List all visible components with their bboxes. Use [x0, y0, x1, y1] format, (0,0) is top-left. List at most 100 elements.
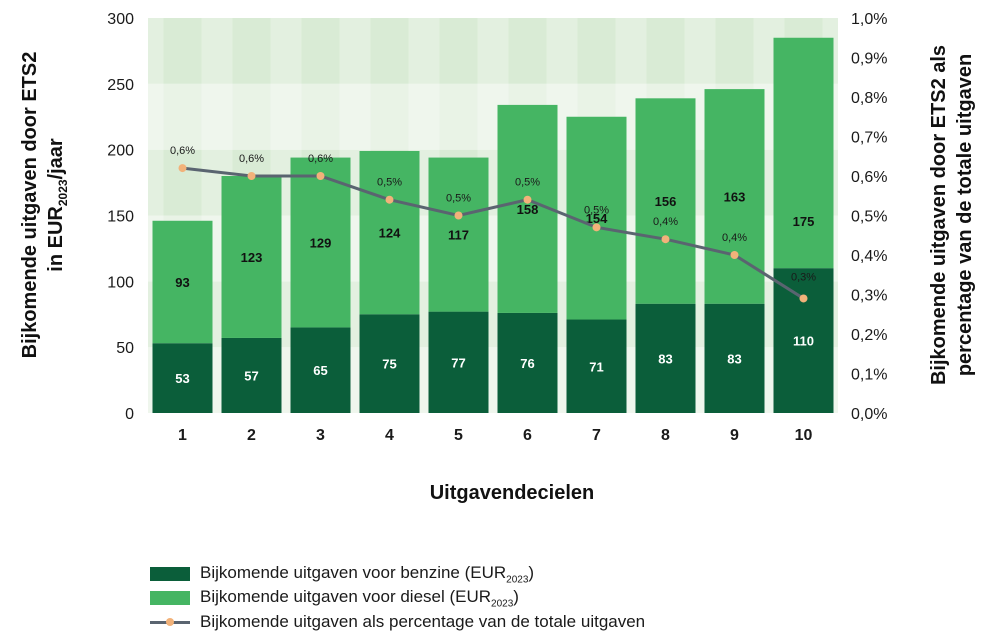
bar-benzine [566, 319, 627, 413]
x-axis-tick-label: 9 [730, 427, 739, 444]
bar-diesel [152, 220, 213, 344]
data-label-benzine: 57 [244, 368, 258, 383]
right-axis-title-line2: percentage van de totale uitgaven [954, 54, 976, 376]
percentage-label: 0,6% [170, 145, 195, 157]
data-label-diesel: 163 [724, 189, 746, 204]
x-axis-tick-label: 6 [523, 427, 532, 444]
percentage-label: 0,5% [515, 177, 540, 189]
legend: Bijkomende uitgaven voor benzine (EUR202… [150, 562, 645, 634]
data-label-benzine: 83 [658, 351, 672, 366]
bar-benzine [773, 268, 834, 413]
legend-item-diesel: Bijkomende uitgaven voor diesel (EUR2023… [150, 586, 645, 610]
legend-swatch-benzine [150, 567, 190, 581]
data-label-benzine: 76 [520, 356, 534, 371]
legend-swatch-percentage [150, 615, 190, 629]
legend-item-percentage: Bijkomende uitgaven als percentage van d… [150, 610, 645, 634]
percentage-label: 0,5% [584, 204, 609, 216]
percentage-label: 0,3% [791, 271, 816, 283]
right-axis-tick-label: 0,3% [851, 288, 887, 305]
percentage-marker [523, 195, 532, 204]
x-axis-title: Uitgavendecielen [430, 482, 595, 504]
x-axis-tick-label: 8 [661, 427, 670, 444]
bar-benzine [635, 303, 696, 413]
left-axis-tick-label: 50 [116, 340, 134, 357]
bar-benzine [290, 327, 351, 413]
right-axis-ticks: 0,0% 0,1% 0,2% 0,3% 0,4% 0,5% 0,6% 0,7% 0,8% 0,9%… [851, 11, 887, 423]
percentage-line-path [182, 166, 805, 300]
bar-diesel [635, 98, 696, 304]
data-label-benzine: 110 [793, 334, 814, 349]
data-label-benzine: 83 [727, 351, 741, 366]
bar-diesel [428, 157, 489, 312]
percentage-label: 0,5% [377, 177, 402, 189]
right-axis-title-line1: Bijkomende uitgaven door ETS2 als [928, 45, 950, 385]
data-label-diesel: 123 [241, 250, 263, 265]
right-axis-tick-label: 0,0% [851, 406, 887, 423]
right-axis-tick-label: 0,8% [851, 90, 887, 107]
legend-label-diesel: Bijkomende uitgaven voor diesel (EUR2023… [200, 586, 519, 610]
x-axis-tick-label: 5 [454, 427, 463, 444]
right-axis-tick-label: 1,0% [851, 11, 887, 28]
data-label-benzine: 71 [589, 359, 603, 374]
percentage-marker [316, 172, 325, 180]
legend-item-benzine: Bijkomende uitgaven voor benzine (EUR202… [150, 562, 645, 586]
x-axis-tick-label: 2 [247, 427, 256, 444]
bar-benzine [497, 312, 558, 413]
data-label-diesel: 129 [310, 235, 332, 250]
percentage-marker [178, 164, 187, 173]
bar-diesel [773, 37, 834, 269]
bar-diesel [221, 176, 282, 338]
right-axis-tick-label: 0,4% [851, 248, 887, 265]
bars: 53 93 57 123 65 129 75 124 77 117 76 158 71 154 83 156 8… [152, 37, 834, 413]
right-axis-tick-label: 0,5% [851, 209, 887, 226]
percentage-line: 0,6% 0,6% 0,6% 0,5% 0,5% 0,5% 0,5% 0,4% 0,4% 0,3% [170, 145, 816, 303]
data-label-diesel: 175 [793, 214, 815, 229]
bar-benzine [221, 337, 282, 413]
legend-label-percentage: Bijkomende uitgaven als percentage van d… [200, 612, 646, 631]
left-axis-title-line1: Bijkomende uitgaven door ETS2 [19, 52, 41, 359]
percentage-marker [247, 172, 256, 180]
left-axis-tick-label: 300 [107, 11, 134, 28]
left-axis-ticks: 0 50 100 150 200 250 300 [107, 11, 134, 423]
percentage-marker [454, 211, 463, 220]
x-axis-tick-label: 3 [316, 427, 325, 444]
x-axis-tick-label: 7 [592, 427, 601, 444]
data-label-diesel: 124 [379, 226, 401, 241]
right-axis-tick-label: 0,1% [851, 367, 887, 384]
x-axis-ticks: 1 2 3 4 5 6 7 8 9 10 [178, 427, 812, 444]
right-axis-title: Bijkomende uitgaven door ETS2 als percen… [928, 45, 976, 385]
right-axis-tick-label: 0,6% [851, 169, 887, 186]
percentage-label: 0,4% [722, 232, 747, 244]
right-axis-tick-label: 0,2% [851, 327, 887, 344]
percentage-label: 0,4% [653, 216, 678, 228]
background-band [148, 18, 838, 84]
bar-benzine [704, 303, 765, 413]
right-axis-tick-label: 0,9% [851, 51, 887, 68]
left-axis-tick-label: 200 [107, 143, 134, 160]
bar-diesel [290, 157, 351, 328]
percentage-label: 0,6% [239, 153, 264, 165]
data-label-benzine: 77 [451, 355, 465, 370]
data-label-diesel: 154 [586, 211, 608, 226]
x-axis-tick-label: 10 [795, 427, 813, 444]
percentage-marker [730, 251, 739, 259]
data-label-diesel: 117 [448, 228, 469, 243]
percentage-label: 0,5% [446, 193, 471, 205]
data-label-diesel: 158 [517, 202, 539, 217]
data-label-diesel: 156 [655, 194, 677, 209]
bar-diesel [359, 150, 420, 315]
left-axis-title: Bijkomende uitgaven door ETS2 in EUR2023… [19, 52, 70, 359]
data-label-benzine: 53 [175, 371, 189, 386]
left-axis-tick-label: 250 [107, 77, 134, 94]
data-label-benzine: 65 [313, 363, 327, 378]
percentage-marker [592, 223, 601, 232]
legend-label-benzine: Bijkomende uitgaven voor benzine (EUR202… [200, 562, 535, 586]
x-axis-tick-label: 4 [385, 427, 394, 444]
left-axis-tick-label: 100 [107, 274, 134, 291]
bar-benzine [359, 314, 420, 413]
data-label-diesel: 93 [175, 275, 189, 290]
left-axis-tick-label: 0 [125, 406, 134, 423]
percentage-marker [799, 294, 808, 303]
percentage-marker [661, 235, 670, 244]
bar-benzine [428, 311, 489, 413]
